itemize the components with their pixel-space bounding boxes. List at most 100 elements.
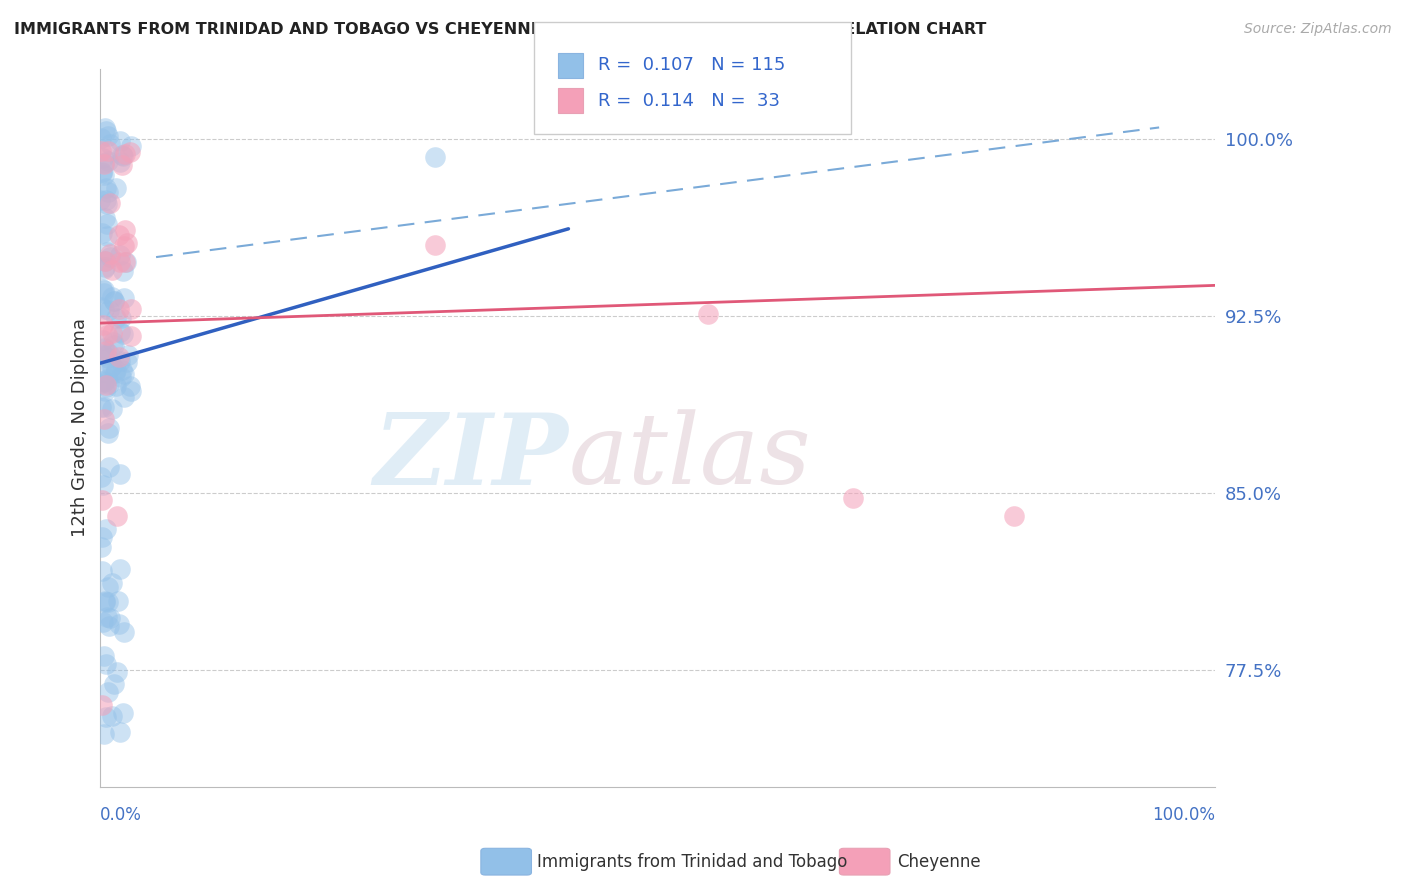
Point bbox=[94, 253, 117, 268]
Point bbox=[114, 390, 136, 404]
Point bbox=[117, 355, 139, 369]
Point bbox=[90, 131, 112, 145]
Text: R =  0.107   N = 115: R = 0.107 N = 115 bbox=[598, 56, 785, 74]
Point bbox=[105, 378, 128, 392]
Text: R =  0.114   N =  33: R = 0.114 N = 33 bbox=[598, 92, 779, 110]
Point bbox=[93, 302, 115, 317]
Point bbox=[93, 648, 115, 663]
Point bbox=[101, 335, 124, 350]
Y-axis label: 12th Grade, No Diploma: 12th Grade, No Diploma bbox=[72, 318, 89, 538]
Point bbox=[97, 128, 120, 143]
Point bbox=[93, 156, 115, 170]
Point bbox=[93, 262, 115, 277]
Point bbox=[91, 318, 114, 332]
Point bbox=[101, 326, 124, 340]
Text: 100.0%: 100.0% bbox=[1152, 806, 1215, 824]
Point bbox=[98, 459, 121, 474]
Point bbox=[91, 334, 114, 348]
Point bbox=[91, 374, 114, 388]
Point bbox=[112, 327, 135, 342]
Point bbox=[97, 580, 120, 594]
Point bbox=[101, 290, 124, 304]
Point bbox=[115, 235, 138, 250]
Point bbox=[94, 120, 117, 135]
Point bbox=[91, 282, 114, 296]
Point bbox=[91, 478, 114, 492]
Point bbox=[93, 157, 115, 171]
Text: Immigrants from Trinidad and Tobago: Immigrants from Trinidad and Tobago bbox=[537, 853, 848, 871]
Point bbox=[90, 492, 112, 507]
Point bbox=[89, 193, 111, 207]
Point bbox=[1002, 509, 1025, 524]
Point bbox=[111, 363, 134, 377]
Text: Source: ZipAtlas.com: Source: ZipAtlas.com bbox=[1244, 22, 1392, 37]
Point bbox=[108, 724, 131, 739]
Point bbox=[93, 285, 115, 300]
Point bbox=[110, 562, 132, 576]
Point bbox=[841, 491, 863, 505]
Point bbox=[94, 180, 117, 194]
Point bbox=[94, 657, 117, 672]
Point bbox=[100, 263, 122, 277]
Point bbox=[112, 367, 135, 381]
Point bbox=[117, 348, 139, 362]
Point bbox=[100, 196, 122, 211]
Point bbox=[96, 372, 118, 386]
Point bbox=[105, 310, 128, 325]
Point bbox=[94, 253, 117, 268]
Point bbox=[112, 264, 135, 278]
Point bbox=[112, 291, 135, 305]
Point bbox=[94, 522, 117, 536]
Point bbox=[98, 347, 121, 361]
Point bbox=[108, 155, 131, 169]
Point bbox=[91, 615, 114, 630]
Point bbox=[97, 685, 120, 699]
Point bbox=[120, 378, 142, 392]
Point bbox=[112, 624, 135, 639]
Point bbox=[90, 300, 112, 314]
Point bbox=[94, 384, 117, 399]
Point bbox=[90, 530, 112, 544]
Point bbox=[96, 351, 118, 365]
Text: IMMIGRANTS FROM TRINIDAD AND TOBAGO VS CHEYENNE 12TH GRADE, NO DIPLOMA CORRELATI: IMMIGRANTS FROM TRINIDAD AND TOBAGO VS C… bbox=[14, 22, 987, 37]
Point bbox=[105, 509, 128, 524]
Point bbox=[103, 338, 125, 352]
Point bbox=[94, 124, 117, 138]
Point bbox=[108, 248, 131, 262]
Point bbox=[118, 145, 141, 159]
Point bbox=[103, 677, 125, 691]
Point bbox=[114, 222, 136, 236]
Point bbox=[120, 301, 142, 316]
Point bbox=[96, 377, 118, 392]
Point bbox=[96, 229, 118, 244]
Point bbox=[101, 402, 124, 417]
Point bbox=[89, 377, 111, 392]
Point bbox=[94, 211, 117, 226]
Point bbox=[120, 329, 142, 343]
Point bbox=[107, 351, 129, 365]
Point bbox=[104, 367, 127, 381]
Point bbox=[111, 147, 134, 161]
Point bbox=[90, 166, 112, 180]
Point bbox=[108, 353, 131, 368]
Point bbox=[93, 348, 115, 362]
Point bbox=[90, 144, 112, 158]
Point bbox=[93, 727, 115, 741]
Point bbox=[93, 284, 115, 298]
Point bbox=[98, 247, 121, 261]
Point bbox=[97, 144, 120, 158]
Point bbox=[91, 347, 114, 361]
Point bbox=[423, 238, 446, 252]
Point bbox=[105, 363, 128, 377]
Point bbox=[94, 260, 117, 274]
Point bbox=[108, 301, 131, 316]
Point bbox=[105, 181, 128, 195]
Point bbox=[96, 344, 118, 359]
Point bbox=[105, 665, 128, 679]
Point bbox=[103, 293, 125, 308]
Point bbox=[94, 594, 117, 608]
Point bbox=[98, 420, 121, 434]
Point bbox=[93, 376, 115, 390]
Text: 0.0%: 0.0% bbox=[100, 806, 142, 824]
Point bbox=[93, 341, 115, 355]
